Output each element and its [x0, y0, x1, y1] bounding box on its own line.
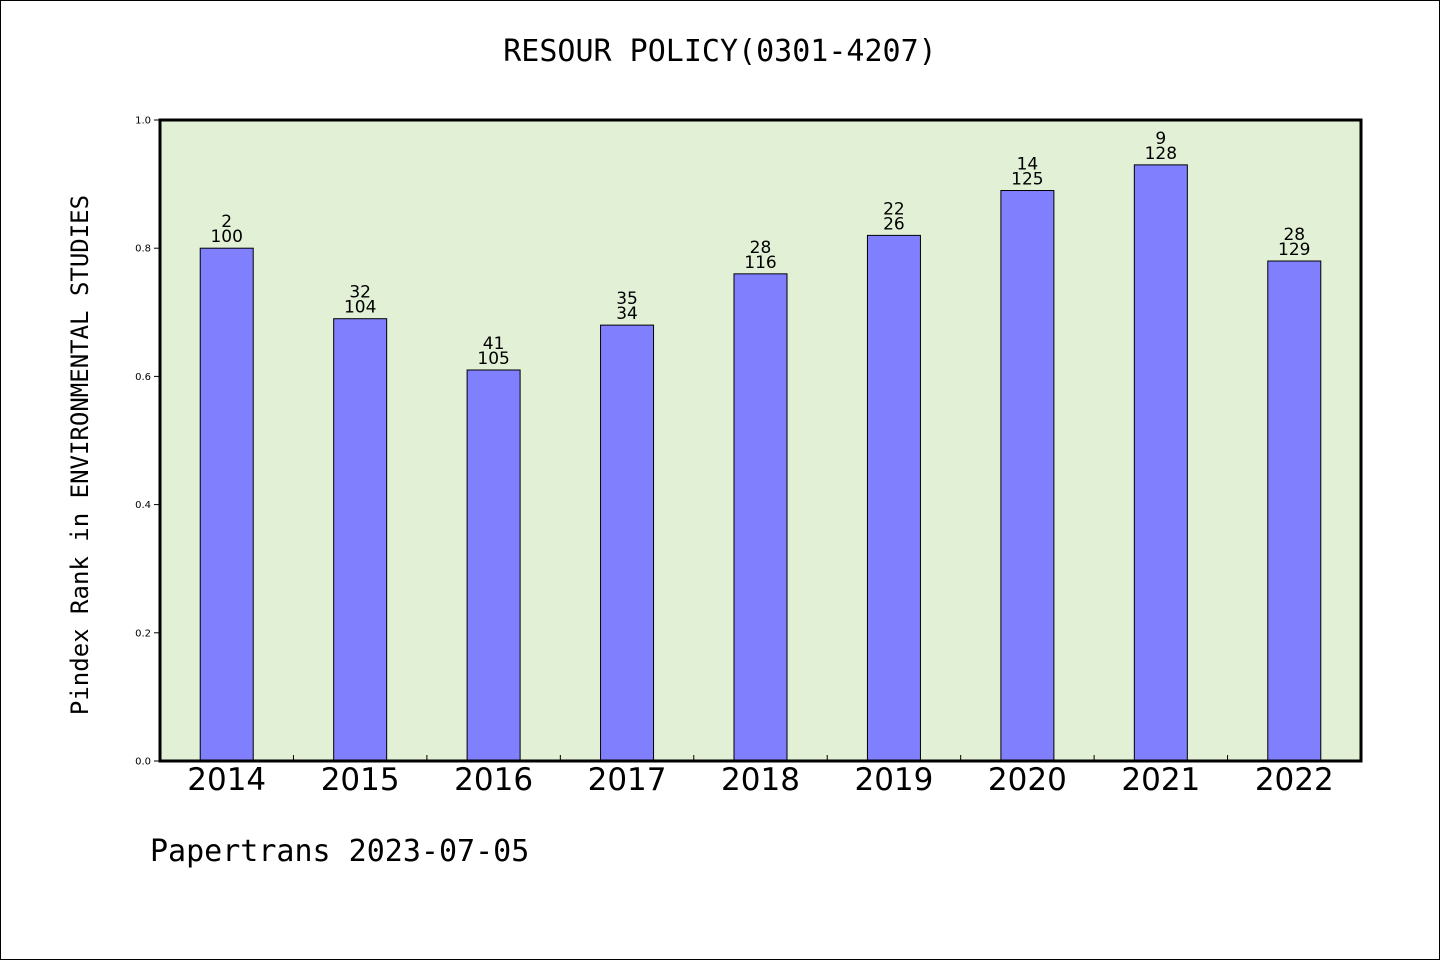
bar-label-bottom: 116 — [744, 253, 776, 273]
y-tick-label: 0.2 — [135, 628, 151, 639]
plot-border — [158, 118, 1363, 763]
chart-title: RESOUR POLICY(0301-4207) — [503, 34, 937, 69]
y-tick-label: 1.0 — [135, 116, 151, 127]
x-tick-label: 2018 — [721, 762, 800, 798]
x-tick-label: 2022 — [1255, 762, 1334, 798]
x-tick-label: 2016 — [454, 762, 533, 798]
bar-label-bottom: 104 — [344, 298, 376, 318]
bar-label-top: 14 — [1017, 155, 1039, 175]
y-tick-label: 0.0 — [135, 757, 151, 768]
bar — [733, 273, 788, 762]
footer-credit: Papertrans 2023-07-05 — [150, 834, 530, 869]
bar-label-bottom: 26 — [883, 214, 905, 234]
y-axis-ticks: 0.0 0.2 0.4 0.6 0.8 1.0 — [135, 116, 160, 768]
x-tick-label: 2021 — [1121, 762, 1200, 798]
bar-label-bottom: 128 — [1145, 144, 1177, 164]
bar-label-top: 2 — [221, 212, 232, 232]
bar — [1133, 164, 1188, 762]
bar-label-top: 9 — [1155, 129, 1166, 149]
x-tick-label: 2019 — [854, 762, 933, 798]
bar — [866, 234, 921, 762]
bar-label-top: 32 — [349, 283, 371, 303]
bar — [1267, 260, 1322, 762]
x-axis-ticks: 2014 2015 2016 2017 2018 2019 2020 2021 2022 — [187, 755, 1334, 798]
data-labels-group: 1002104321054134351162826221251412891292… — [210, 129, 1310, 369]
bar — [466, 369, 521, 762]
x-tick-label: 2015 — [321, 762, 400, 798]
x-tick-label: 2017 — [588, 762, 667, 798]
bar — [600, 324, 655, 762]
bar-label-bottom: 34 — [616, 304, 638, 324]
y-tick-label: 0.6 — [135, 372, 151, 383]
x-tick-label: 2020 — [988, 762, 1067, 798]
bar-label-top: 28 — [750, 238, 772, 258]
y-tick-label: 0.8 — [135, 244, 151, 255]
bar-label-bottom: 105 — [477, 349, 509, 369]
bar-label-bottom: 100 — [210, 227, 242, 247]
bar — [199, 247, 254, 762]
bar-label-bottom: 129 — [1278, 240, 1310, 260]
y-tick-label: 0.4 — [135, 500, 151, 511]
x-tick-label: 2014 — [187, 762, 266, 798]
bars-group — [199, 164, 1322, 762]
bar-label-top: 41 — [483, 334, 505, 354]
bar-label-top: 28 — [1283, 225, 1305, 245]
bar — [333, 318, 388, 762]
bar — [1000, 190, 1055, 762]
bar-label-top: 22 — [883, 199, 905, 219]
bar-label-top: 35 — [616, 289, 638, 309]
bar-label-bottom: 125 — [1011, 170, 1043, 190]
